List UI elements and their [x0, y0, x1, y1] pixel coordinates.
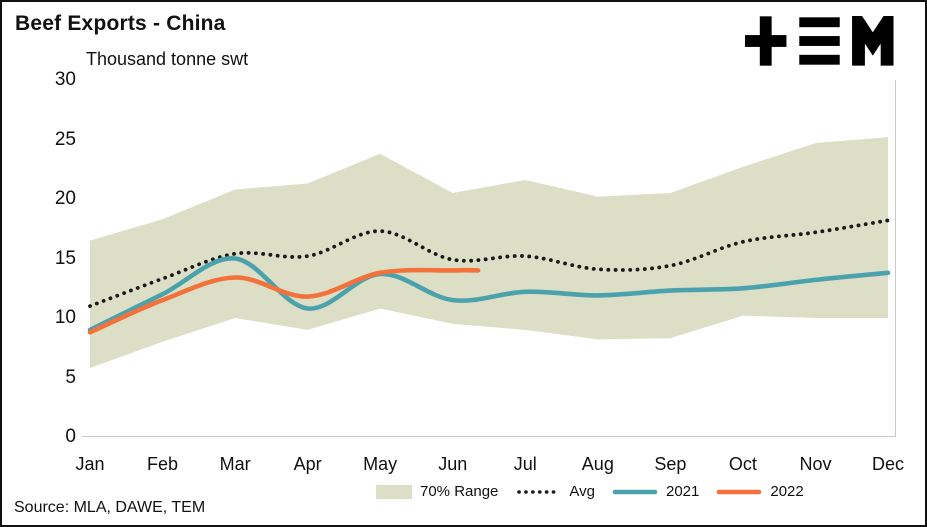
x-axis-tick-jul: Jul	[513, 454, 537, 474]
tem-logo-icon	[745, 16, 894, 66]
legend-label-2021: 2021	[665, 483, 700, 500]
x-axis-tick-feb: Feb	[147, 454, 179, 474]
x-axis-tick-dec: Dec	[871, 454, 905, 474]
x-axis-tick-mar: Mar	[219, 454, 251, 474]
y-axis-tick-30: 30	[54, 69, 76, 90]
chart-plot-area	[82, 80, 896, 437]
legend-item-2022: 2022	[716, 483, 804, 500]
x-axis-tick-apr: Apr	[293, 454, 322, 474]
range-band-swatch	[376, 484, 412, 499]
logo-m-glyph	[852, 16, 894, 66]
y-axis-tick-20: 20	[54, 188, 76, 209]
chart-title: Beef Exports - China	[15, 12, 226, 35]
legend-item-range: 70% Range	[376, 483, 498, 500]
x-axis-tick-jan: Jan	[75, 454, 105, 474]
x-axis-tick-sep: Sep	[654, 454, 687, 474]
chart-axis-unit-label: Thousand tonne swt	[86, 49, 249, 69]
line-2022-swatch	[717, 489, 762, 494]
series-line-2022	[87, 267, 481, 335]
logo-bar-bottom	[799, 54, 840, 65]
range-band-area	[90, 137, 888, 368]
logo-bar-top	[799, 17, 840, 28]
legend-label-2022: 2022	[770, 483, 804, 500]
line-2021-swatch	[612, 489, 658, 494]
avg-dotted-line-swatch	[517, 489, 560, 494]
x-axis-tick-oct: Oct	[728, 454, 757, 474]
x-axis-tick-aug: Aug	[581, 454, 614, 474]
legend-label-range: 70% Range	[420, 483, 499, 500]
chart-legend: 70% Range Avg 2021 2022	[376, 483, 804, 500]
y-axis-tick-25: 25	[54, 128, 76, 150]
logo-plus-horizontal	[745, 35, 787, 47]
y-axis-tick-5: 5	[65, 366, 76, 388]
legend-label-avg: Avg	[569, 483, 595, 500]
source-attribution: Source: MLA, DAWE, TEM	[14, 499, 206, 516]
x-axis-tick-may: May	[363, 454, 398, 474]
y-axis-tick-10: 10	[54, 307, 76, 328]
logo-bar-mid	[799, 36, 840, 46]
x-axis-tick-nov: Nov	[799, 454, 832, 474]
legend-item-avg: Avg	[515, 483, 595, 500]
legend-item-2021: 2021	[612, 483, 699, 500]
x-axis-tick-jun: Jun	[438, 454, 468, 474]
y-axis-tick-15: 15	[54, 247, 76, 269]
series-line-2021	[87, 256, 891, 333]
y-axis-tick-0: 0	[65, 426, 76, 447]
